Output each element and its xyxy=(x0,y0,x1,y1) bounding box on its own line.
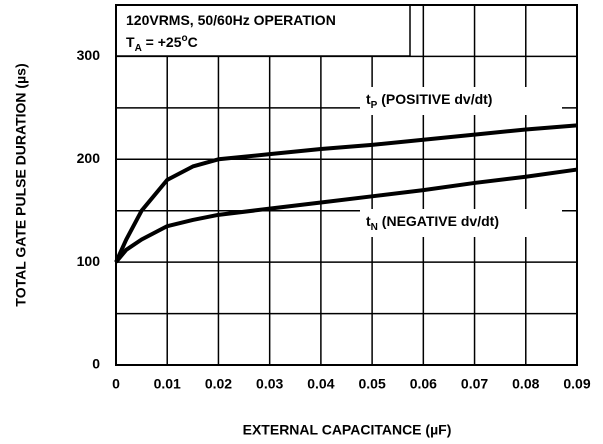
y-axis-title: TOTAL GATE PULSE DURATION (µs) xyxy=(13,63,29,306)
x-axis-title: EXTERNAL CAPACITANCE (µF) xyxy=(243,422,452,438)
annotation-part: 120VRMS, 50/60Hz OPERATION xyxy=(126,12,336,28)
y-tick-label: 300 xyxy=(77,47,101,63)
legend-label-part: (NEGATIVE dv/dt) xyxy=(378,213,499,229)
annotation-part: C xyxy=(188,34,198,50)
legend-label: tP (POSITIVE dv/dt) xyxy=(366,91,492,111)
y-tick-label: 0 xyxy=(92,356,100,372)
legend-label-part: P xyxy=(371,100,378,111)
series-line xyxy=(114,167,578,264)
legend-label-part: N xyxy=(371,222,378,233)
x-tick-label: 0.06 xyxy=(410,376,437,392)
legend-bg xyxy=(360,87,562,115)
plot-frame xyxy=(115,4,578,366)
x-tick-label: 0.02 xyxy=(205,376,232,392)
legend-label-part: (POSITIVE dv/dt) xyxy=(377,91,492,107)
x-tick-label: 0.09 xyxy=(563,376,590,392)
annotation: TA = +25oC xyxy=(126,33,198,54)
x-tick-label: 0 xyxy=(112,376,120,392)
x-tick-label: 0.05 xyxy=(358,376,385,392)
x-tick-label: 0.03 xyxy=(256,376,283,392)
series-line xyxy=(114,123,578,263)
legend-label-part: t xyxy=(366,213,371,229)
legend-label-part: t xyxy=(366,91,371,107)
annotation-part: = +25 xyxy=(142,34,182,50)
x-tick-label: 0.07 xyxy=(461,376,488,392)
legend-label: tN (NEGATIVE dv/dt) xyxy=(366,213,499,233)
x-tick-label: 0.04 xyxy=(307,376,334,392)
annotation-part: A xyxy=(135,43,142,54)
annotation-part: o xyxy=(182,33,188,44)
y-tick-label: 200 xyxy=(77,150,101,166)
x-tick-label: 0.08 xyxy=(512,376,539,392)
y-tick-label: 100 xyxy=(77,253,101,269)
legend-bg xyxy=(360,209,562,237)
annotation-part: T xyxy=(126,34,135,50)
annotation: 120VRMS, 50/60Hz OPERATION xyxy=(126,12,336,28)
x-tick-label: 0.01 xyxy=(154,376,181,392)
